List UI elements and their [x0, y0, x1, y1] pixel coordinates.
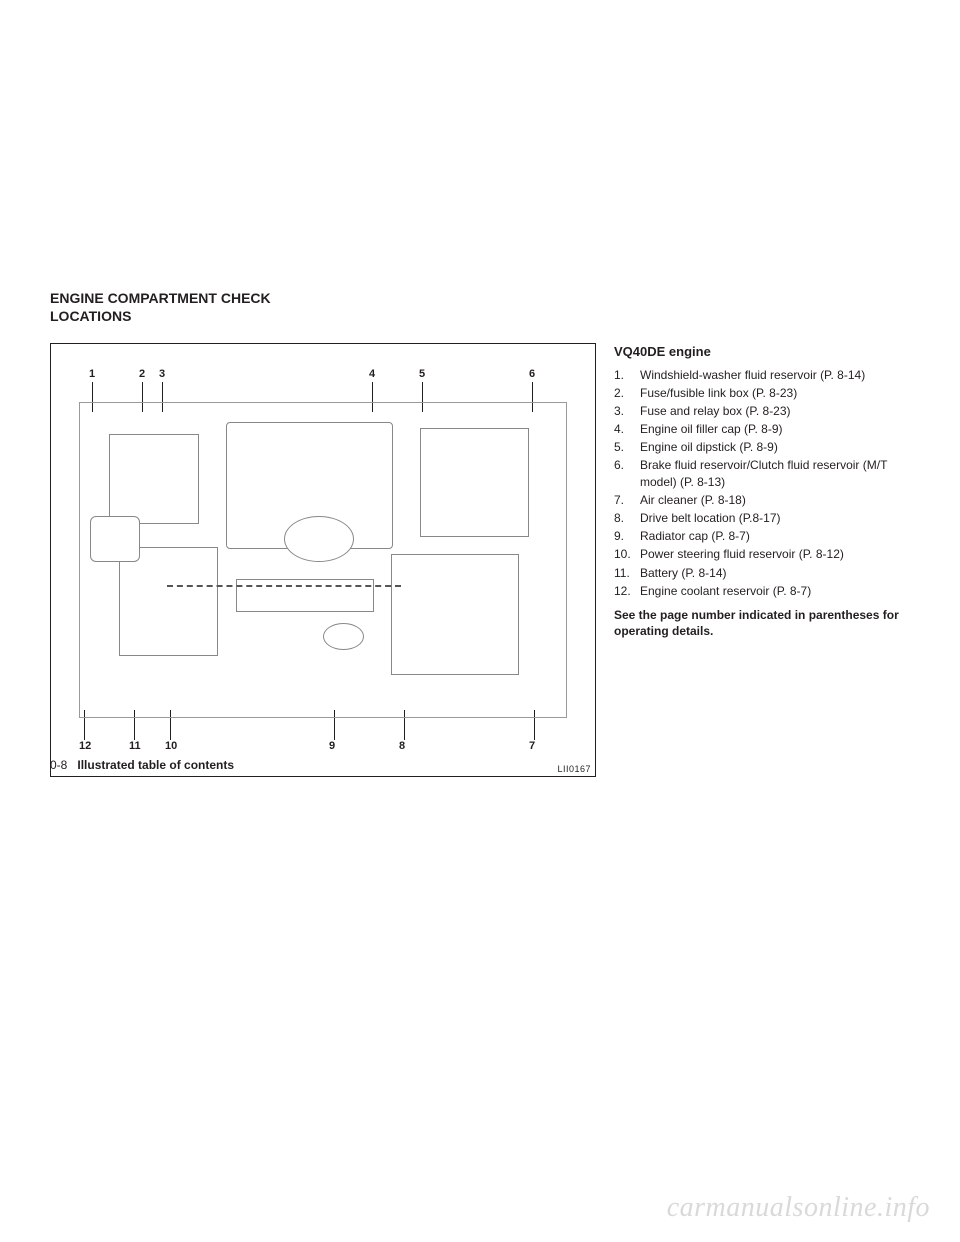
legend-item: 7.Air cleaner (P. 8-18)	[614, 492, 910, 508]
callout-number: 8	[399, 740, 405, 752]
legend-item-text: Radiator cap (P. 8-7)	[640, 528, 750, 544]
content-row: 123456 121110987 LII0167 VQ40DE engine 1…	[50, 343, 910, 777]
legend-item-text: Fuse/fusible link box (P. 8-23)	[640, 385, 797, 401]
legend-item-number: 6.	[614, 457, 640, 489]
legend-item-number: 3.	[614, 403, 640, 419]
legend-item: 5.Engine oil dipstick (P. 8-9)	[614, 439, 910, 455]
section-title: ENGINE COMPARTMENT CHECK LOCATIONS	[50, 290, 910, 325]
legend-item-text: Power steering fluid reservoir (P. 8-12)	[640, 546, 844, 562]
legend-item-text: Battery (P. 8-14)	[640, 565, 726, 581]
callout-number: 4	[369, 368, 375, 380]
legend-item-number: 8.	[614, 510, 640, 526]
page-number: 0-8	[50, 758, 67, 772]
legend-column: VQ40DE engine 1.Windshield-washer fluid …	[614, 343, 910, 777]
callout-number: 12	[79, 740, 91, 752]
page-content: ENGINE COMPARTMENT CHECK LOCATIONS 12345…	[50, 290, 910, 777]
legend-item: 10.Power steering fluid reservoir (P. 8-…	[614, 546, 910, 562]
legend-item-number: 7.	[614, 492, 640, 508]
legend-item-number: 12.	[614, 583, 640, 599]
callout-number: 9	[329, 740, 335, 752]
legend-item: 8.Drive belt location (P.8-17)	[614, 510, 910, 526]
figure-code: LII0167	[557, 764, 591, 774]
legend-item: 6.Brake fluid reservoir/Clutch fluid res…	[614, 457, 910, 489]
callout-number: 2	[139, 368, 145, 380]
page-footer: 0-8 Illustrated table of contents	[50, 758, 234, 772]
legend-item-text: Drive belt location (P.8-17)	[640, 510, 781, 526]
callout-number: 5	[419, 368, 425, 380]
legend-item: 11.Battery (P. 8-14)	[614, 565, 910, 581]
callout-number: 1	[89, 368, 95, 380]
legend-item-number: 11.	[614, 565, 640, 581]
legend-list: 1.Windshield-washer fluid reservoir (P. …	[614, 367, 910, 599]
watermark: carmanualsonline.info	[667, 1192, 930, 1224]
callout-number: 6	[529, 368, 535, 380]
callout-number: 11	[129, 740, 141, 752]
legend-item-text: Engine coolant reservoir (P. 8-7)	[640, 583, 811, 599]
section-title-line2: LOCATIONS	[50, 308, 131, 324]
legend-item-text: Windshield-washer fluid reservoir (P. 8-…	[640, 367, 865, 383]
legend-item-number: 2.	[614, 385, 640, 401]
footer-label: Illustrated table of contents	[77, 758, 234, 772]
diagram-sketch	[79, 402, 567, 718]
legend-item-text: Brake fluid reservoir/Clutch fluid reser…	[640, 457, 910, 489]
legend-item-number: 9.	[614, 528, 640, 544]
legend-item: 12.Engine coolant reservoir (P. 8-7)	[614, 583, 910, 599]
legend-item: 3.Fuse and relay box (P. 8-23)	[614, 403, 910, 419]
legend-note: See the page number indicated in parenth…	[614, 607, 910, 639]
callout-number: 10	[165, 740, 177, 752]
section-title-line1: ENGINE COMPARTMENT CHECK	[50, 290, 271, 306]
callout-number: 7	[529, 740, 535, 752]
legend-item-number: 1.	[614, 367, 640, 383]
legend-item: 2.Fuse/fusible link box (P. 8-23)	[614, 385, 910, 401]
legend-item-text: Fuse and relay box (P. 8-23)	[640, 403, 791, 419]
legend-item: 1.Windshield-washer fluid reservoir (P. …	[614, 367, 910, 383]
legend-item-text: Air cleaner (P. 8-18)	[640, 492, 746, 508]
engine-title: VQ40DE engine	[614, 343, 910, 361]
legend-item-number: 4.	[614, 421, 640, 437]
legend-item-text: Engine oil dipstick (P. 8-9)	[640, 439, 778, 455]
legend-item-number: 5.	[614, 439, 640, 455]
legend-item-number: 10.	[614, 546, 640, 562]
callout-number: 3	[159, 368, 165, 380]
legend-item-text: Engine oil filler cap (P. 8-9)	[640, 421, 783, 437]
engine-diagram: 123456 121110987 LII0167	[50, 343, 596, 777]
legend-item: 9.Radiator cap (P. 8-7)	[614, 528, 910, 544]
legend-item: 4.Engine oil filler cap (P. 8-9)	[614, 421, 910, 437]
